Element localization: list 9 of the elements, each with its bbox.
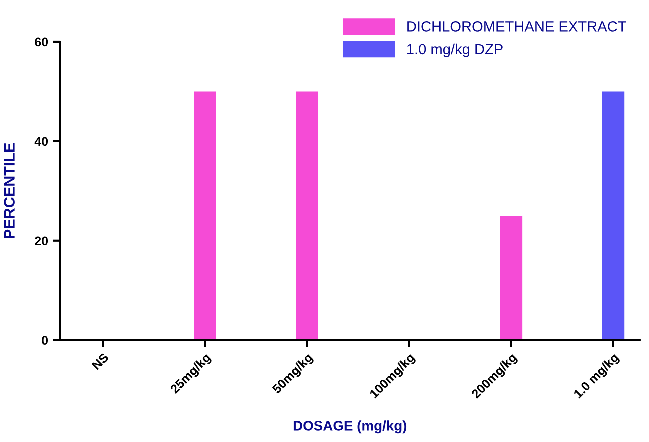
y-axis-title: PERCENTILE xyxy=(4,143,15,239)
y-tick-label: 60 xyxy=(35,38,48,47)
legend-label: 1.0 mg/kg DZP xyxy=(408,44,503,58)
x-axis-title: DOSAGE (mg/kg) xyxy=(294,420,407,434)
legend-label: DICHLOROMETHANE EXTRACT xyxy=(408,22,626,32)
y-tick-label: 40 xyxy=(34,137,48,146)
x-tick-label: NS xyxy=(92,352,110,370)
y-tick-label: 0 xyxy=(42,336,48,345)
y-tick-label: 20 xyxy=(35,236,48,246)
